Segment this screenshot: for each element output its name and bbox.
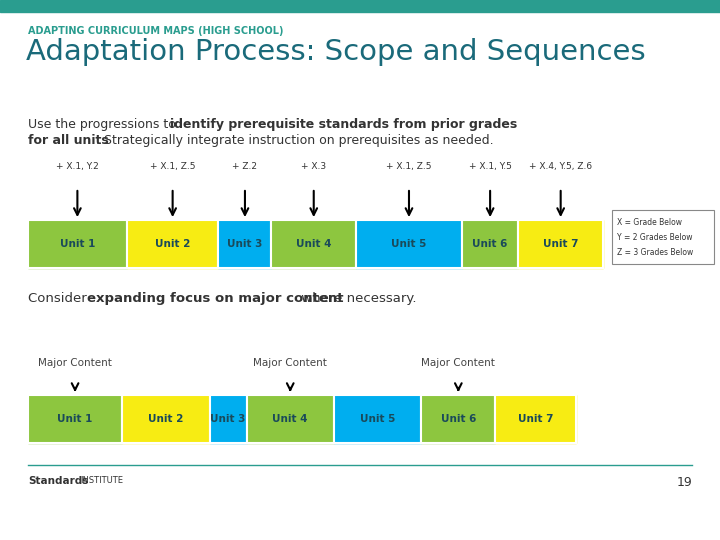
Text: Unit 2: Unit 2 xyxy=(155,239,190,249)
Bar xyxy=(210,395,246,443)
Text: Major Content: Major Content xyxy=(253,358,327,368)
Bar xyxy=(122,395,210,443)
Text: Unit 6: Unit 6 xyxy=(441,414,476,424)
Text: 19: 19 xyxy=(676,476,692,489)
Text: expanding focus on major content: expanding focus on major content xyxy=(87,292,343,305)
Bar xyxy=(28,220,127,268)
Text: identify prerequisite standards from prior grades: identify prerequisite standards from pri… xyxy=(170,118,517,131)
Text: Major Content: Major Content xyxy=(38,358,112,368)
Text: Adaptation Process: Scope and Sequences: Adaptation Process: Scope and Sequences xyxy=(26,38,646,66)
Text: + X.1, Z.5: + X.1, Z.5 xyxy=(150,162,195,171)
Bar xyxy=(495,395,576,443)
Bar xyxy=(334,395,421,443)
Text: INSTITUTE: INSTITUTE xyxy=(80,476,123,485)
Text: Unit 1: Unit 1 xyxy=(58,414,93,424)
Bar xyxy=(421,395,495,443)
Bar xyxy=(356,220,462,268)
Text: Unit 2: Unit 2 xyxy=(148,414,184,424)
Text: Unit 6: Unit 6 xyxy=(472,239,508,249)
Bar xyxy=(218,220,271,268)
Text: Y = 2 Grades Below: Y = 2 Grades Below xyxy=(617,233,693,242)
Text: Unit 4: Unit 4 xyxy=(272,414,308,424)
Text: Unit 3: Unit 3 xyxy=(210,414,246,424)
Bar xyxy=(334,395,421,443)
Bar xyxy=(127,220,218,268)
Text: + Z.2: + Z.2 xyxy=(233,162,258,171)
Bar xyxy=(271,220,356,268)
Text: + X.1, Y.2: + X.1, Y.2 xyxy=(56,162,99,171)
Text: Unit 7: Unit 7 xyxy=(543,239,578,249)
Text: Use the progressions to: Use the progressions to xyxy=(28,118,180,131)
Text: where necessary.: where necessary. xyxy=(297,292,416,305)
Text: X = Grade Below: X = Grade Below xyxy=(617,218,682,227)
Bar xyxy=(462,220,518,268)
Text: + X.1, Y.5: + X.1, Y.5 xyxy=(469,162,511,171)
Text: Unit 1: Unit 1 xyxy=(60,239,95,249)
Bar xyxy=(518,220,603,268)
Bar xyxy=(495,395,576,443)
Bar xyxy=(518,220,603,268)
Bar xyxy=(612,210,714,264)
Text: Unit 3: Unit 3 xyxy=(228,239,263,249)
Bar xyxy=(271,220,356,268)
Text: for all units: for all units xyxy=(28,134,109,147)
Text: + X.3: + X.3 xyxy=(301,162,326,171)
Bar xyxy=(218,220,271,268)
Bar xyxy=(28,395,122,443)
Text: Z = 3 Grades Below: Z = 3 Grades Below xyxy=(617,248,693,257)
Text: Unit 5: Unit 5 xyxy=(360,414,395,424)
Bar xyxy=(210,395,246,443)
Text: + X.1, Z.5: + X.1, Z.5 xyxy=(386,162,432,171)
Text: Consider: Consider xyxy=(28,292,91,305)
Bar xyxy=(127,220,218,268)
Bar xyxy=(462,220,518,268)
Bar xyxy=(28,395,122,443)
Text: ADAPTING CURRICULUM MAPS (HIGH SCHOOL): ADAPTING CURRICULUM MAPS (HIGH SCHOOL) xyxy=(28,26,284,36)
Text: Unit 4: Unit 4 xyxy=(296,239,331,249)
Bar xyxy=(28,220,127,268)
Bar xyxy=(421,395,495,443)
Text: Unit 5: Unit 5 xyxy=(391,239,427,249)
Bar xyxy=(0,0,720,12)
Bar xyxy=(356,220,462,268)
Text: + X.4, Y.5, Z.6: + X.4, Y.5, Z.6 xyxy=(529,162,593,171)
Text: Standards: Standards xyxy=(28,476,89,486)
Bar xyxy=(122,395,210,443)
Bar xyxy=(246,395,334,443)
Bar xyxy=(246,395,334,443)
Text: Major Content: Major Content xyxy=(421,358,495,368)
Text: . Strategically integrate instruction on prerequisites as needed.: . Strategically integrate instruction on… xyxy=(96,134,494,147)
Text: Unit 7: Unit 7 xyxy=(518,414,554,424)
